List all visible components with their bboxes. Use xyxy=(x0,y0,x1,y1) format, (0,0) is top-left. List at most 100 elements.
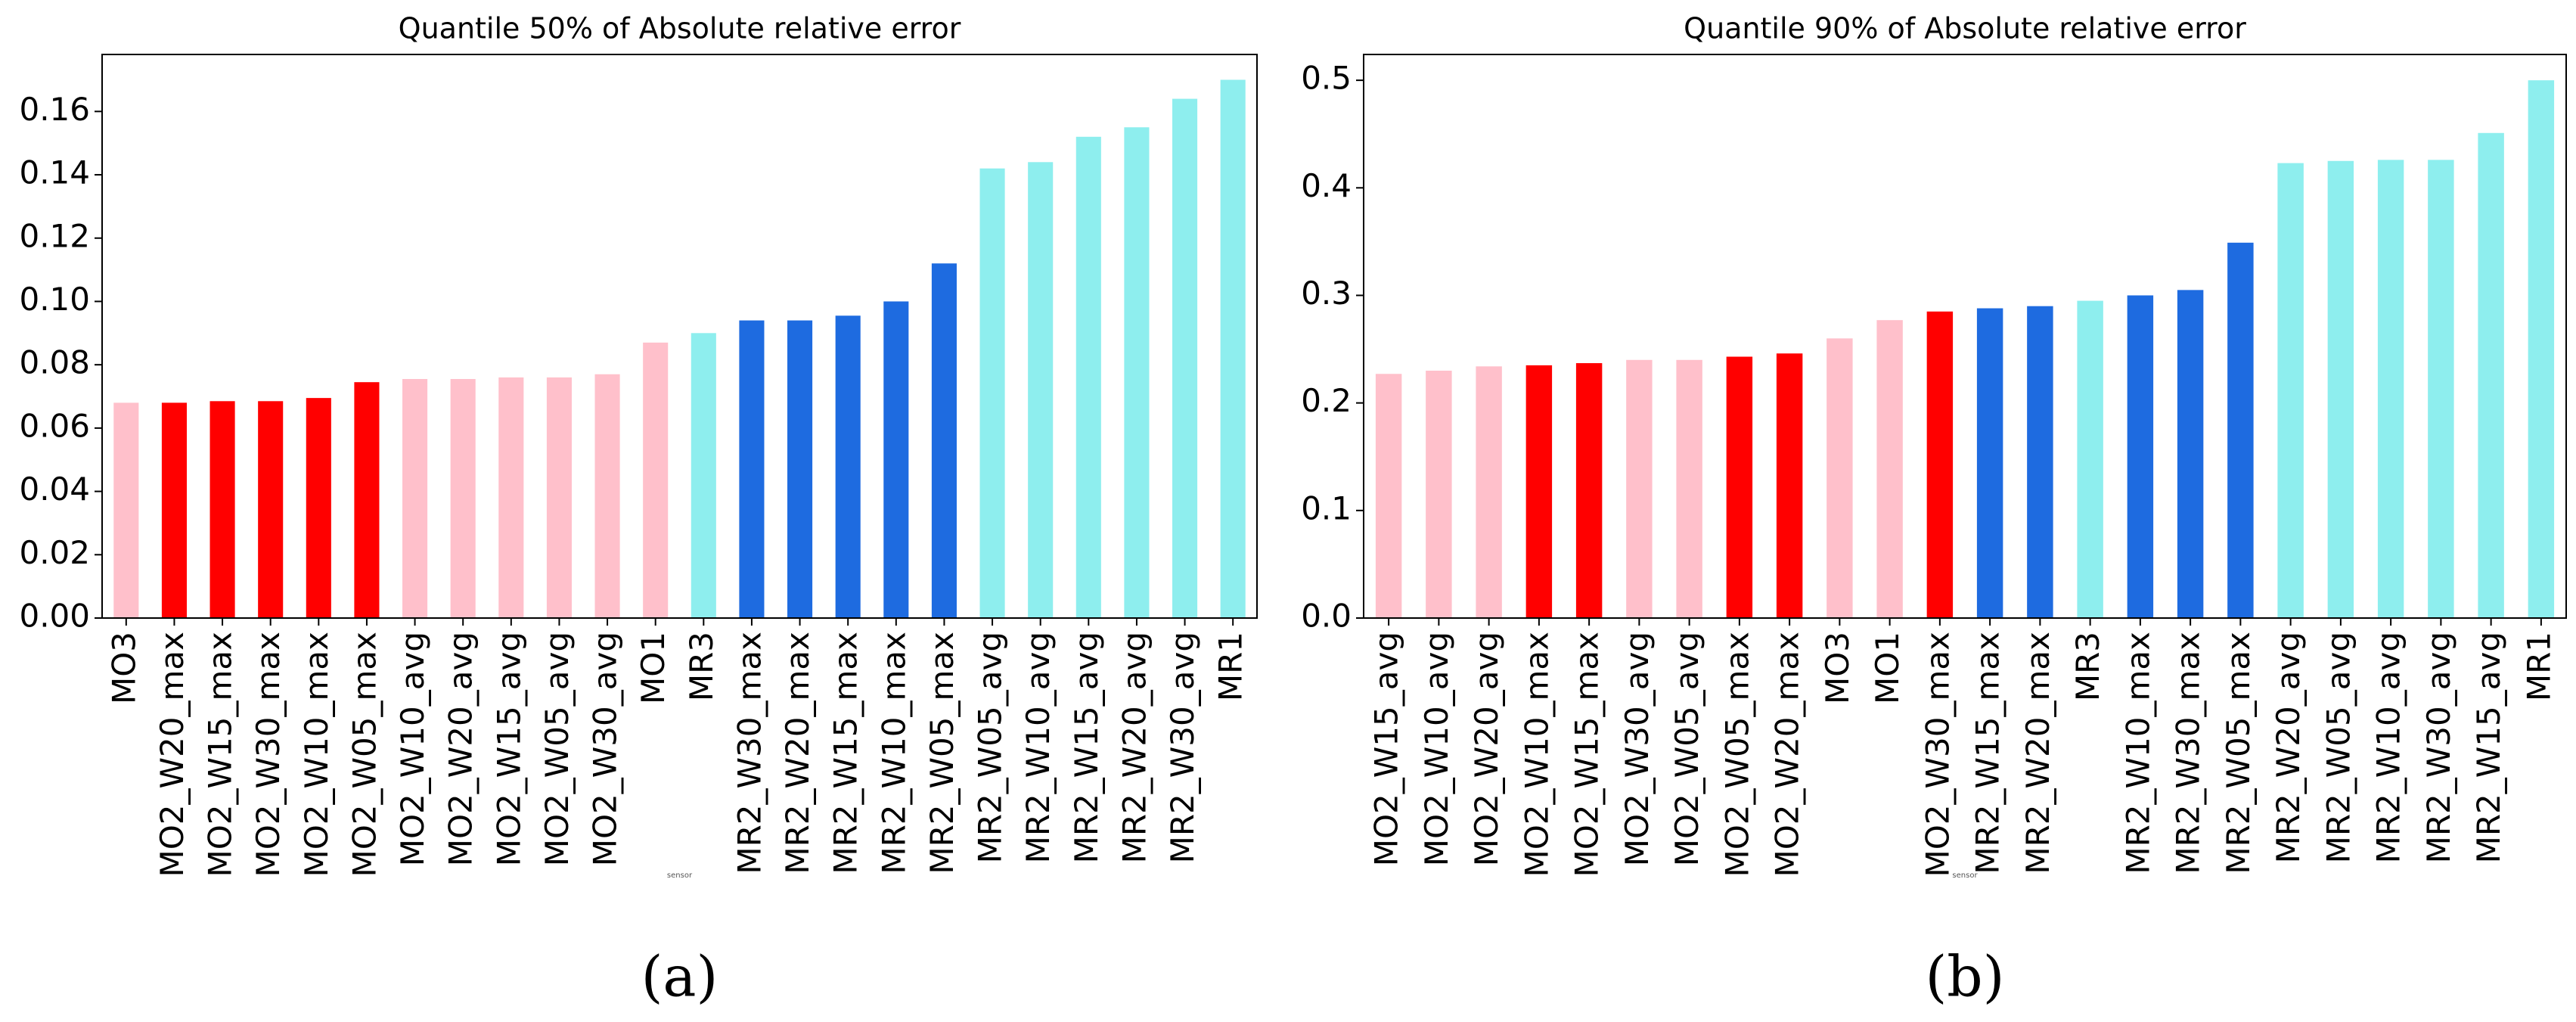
x-tick-label: MO2_W15_max xyxy=(1569,632,1606,878)
x-axis-label: sensor xyxy=(667,871,693,880)
x-tick-label: MO1 xyxy=(635,632,672,704)
bar xyxy=(113,402,139,618)
y-tick-label: 0.06 xyxy=(19,407,90,444)
bar xyxy=(931,263,957,618)
x-axis-label: sensor xyxy=(1952,871,1978,880)
x-tick-label: MO2_W10_max xyxy=(1518,632,1555,878)
bar xyxy=(209,401,235,618)
bar xyxy=(161,402,187,618)
y-tick-label: 0.02 xyxy=(19,534,90,571)
bar xyxy=(594,374,620,618)
bar xyxy=(498,377,524,618)
bar xyxy=(1626,359,1653,618)
x-tick-label: MO2_W15_avg xyxy=(1368,632,1405,866)
y-tick-label: 0.12 xyxy=(19,217,90,254)
bar xyxy=(2478,132,2504,619)
x-tick-label: MR2_W05_max xyxy=(2220,632,2257,874)
x-tick-label: MO2_W10_avg xyxy=(394,632,431,866)
bar xyxy=(1676,359,1702,618)
chart-title: Quantile 50% of Absolute relative error xyxy=(399,12,961,45)
y-tick-label: 0.00 xyxy=(19,598,90,635)
bar xyxy=(546,377,572,618)
bar xyxy=(2327,160,2354,619)
bar xyxy=(835,315,861,618)
bar xyxy=(1426,370,1452,618)
bar xyxy=(1375,374,1402,618)
x-tick-label: MR2_W15_avg xyxy=(2470,632,2507,863)
y-tick-label: 0.14 xyxy=(19,154,90,191)
x-tick-label: MR2_W15_max xyxy=(1969,632,2006,874)
x-tick-label: MR2_W30_max xyxy=(731,632,768,874)
x-tick-label: MR2_W15_max xyxy=(827,632,864,874)
y-tick-label: 0.1 xyxy=(1301,489,1352,527)
bar xyxy=(787,320,813,618)
x-tick-label: MO1 xyxy=(1869,632,1906,704)
bar xyxy=(2027,306,2053,618)
bar xyxy=(643,342,669,618)
caption: (a) xyxy=(641,944,718,1009)
bar xyxy=(979,168,1005,618)
bar xyxy=(1172,98,1198,618)
plot-frame xyxy=(1363,54,2567,619)
bar xyxy=(2127,295,2154,618)
x-tick-label: MO2_W20_max xyxy=(1769,632,1806,878)
x-tick-label: MR2_W05_avg xyxy=(972,632,1009,863)
y-tick-label: 0.10 xyxy=(19,281,90,318)
x-tick-label: MR2_W30_avg xyxy=(2420,632,2457,863)
x-tick-label: MR2_W10_max xyxy=(2119,632,2156,874)
y-tick-label: 0.0 xyxy=(1301,598,1352,635)
bar xyxy=(1926,311,1954,618)
x-tick-label: MO2_W30_avg xyxy=(1619,632,1656,866)
x-tick-label: MO2_W05_max xyxy=(346,632,383,878)
x-tick-label: MR2_W10_avg xyxy=(1020,632,1057,863)
bar xyxy=(1525,365,1553,618)
x-tick-label: MR2_W10_avg xyxy=(2370,632,2407,863)
x-tick-label: MR3 xyxy=(2069,632,2106,701)
bar xyxy=(306,398,331,618)
x-tick-label: MR2_W10_max xyxy=(875,632,912,874)
x-tick-label: MO2_W30_max xyxy=(1919,632,1956,878)
caption: (b) xyxy=(1925,944,2004,1009)
x-tick-label: MR2_W30_avg xyxy=(1164,632,1201,863)
bar xyxy=(1876,320,1903,618)
x-tick-label: MO2_W05_max xyxy=(1718,632,1755,878)
y-tick-label: 0.16 xyxy=(19,91,90,128)
y-tick-label: 0.04 xyxy=(19,471,90,508)
x-tick-label: MR2_W15_avg xyxy=(1068,632,1105,863)
bar xyxy=(2227,242,2254,618)
bar xyxy=(739,320,765,618)
x-tick-label: MO2_W05_avg xyxy=(1668,632,1705,866)
y-tick-label: 0.08 xyxy=(19,344,90,381)
bar xyxy=(2277,163,2304,618)
x-tick-label: MO2_W20_avg xyxy=(1468,632,1505,866)
bar xyxy=(1826,338,1853,618)
x-tick-label: MO2_W20_avg xyxy=(442,632,480,866)
bar xyxy=(2528,80,2555,619)
bar xyxy=(354,382,380,618)
x-tick-label: MO2_W30_avg xyxy=(587,632,624,866)
x-tick-label: MR2_W05_max xyxy=(923,632,961,874)
chart-title: Quantile 90% of Absolute relative error xyxy=(1684,12,2246,45)
bar xyxy=(1124,127,1150,618)
x-tick-label: MO3 xyxy=(1819,632,1856,704)
bar xyxy=(1220,79,1246,618)
x-tick-label: MR3 xyxy=(683,632,720,701)
bar xyxy=(402,379,428,618)
bar xyxy=(258,401,284,618)
x-tick-label: MR2_W20_avg xyxy=(1116,632,1153,863)
bar xyxy=(1476,366,1502,618)
x-tick-label: MR2_W20_avg xyxy=(2270,632,2307,863)
bar xyxy=(1575,363,1603,618)
x-tick-label: MO2_W20_max xyxy=(154,632,191,878)
bar xyxy=(2428,160,2454,619)
bar xyxy=(1976,308,2003,618)
x-tick-label: MR2_W30_max xyxy=(2170,632,2207,874)
x-tick-label: MR1 xyxy=(2520,632,2557,701)
y-tick-label: 0.5 xyxy=(1301,60,1352,97)
bar xyxy=(2077,300,2103,618)
x-tick-label: MO2_W15_max xyxy=(202,632,239,878)
y-tick-label: 0.4 xyxy=(1301,167,1352,204)
x-tick-label: MR1 xyxy=(1212,632,1249,701)
x-tick-label: MO2_W10_avg xyxy=(1418,632,1455,866)
